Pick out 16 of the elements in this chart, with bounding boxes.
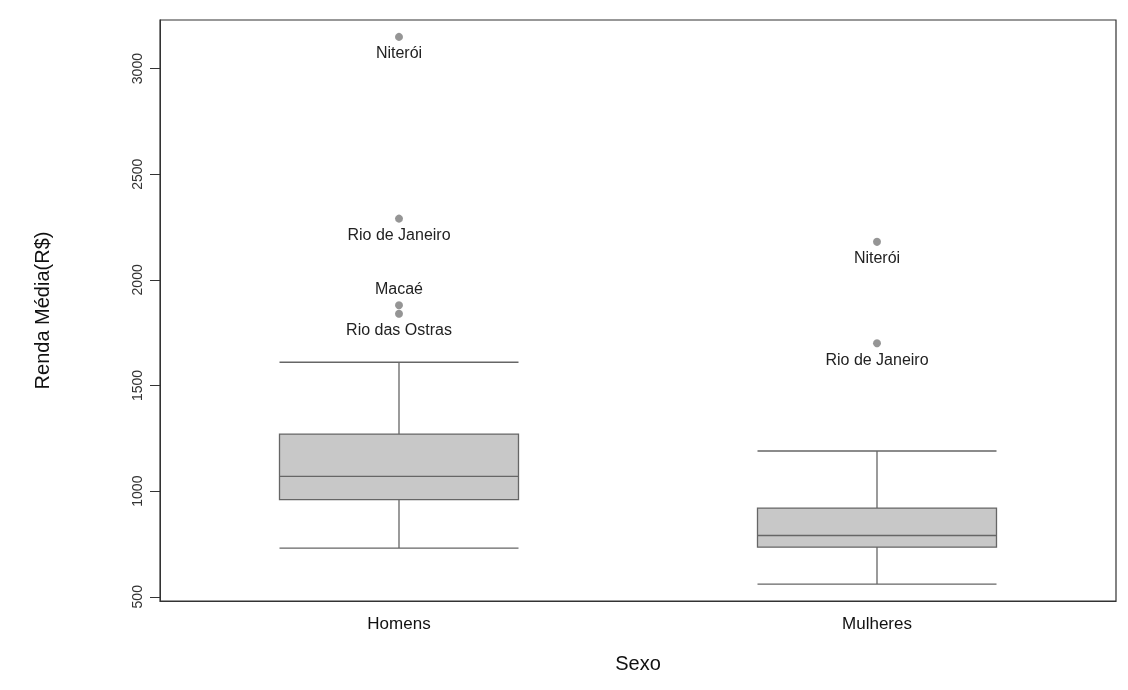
y-tick-label: 3000	[129, 52, 145, 85]
annotation: Niterói	[853, 249, 901, 267]
annotation: Rio de Janeiro	[825, 350, 929, 368]
annotation: Macaé	[374, 279, 424, 297]
y-tick-label: 2000	[129, 264, 145, 296]
annotation: Rio de Janeiro	[347, 226, 451, 244]
y-tick-label: 1500	[129, 369, 145, 402]
annotation: Rio das Ostras	[346, 321, 452, 339]
y-tick-label: 2500	[129, 158, 145, 190]
annotation: Niterói	[375, 44, 423, 62]
y-tick-label: 1000	[129, 475, 145, 507]
y-tick-label: 500	[129, 584, 145, 609]
x-tick-label: Mulheres	[842, 614, 912, 633]
x-tick-label: Homens	[367, 614, 431, 633]
x-axis-title: Sexo	[615, 652, 661, 674]
y-axis-title: Renda Média(R$)	[31, 231, 53, 390]
